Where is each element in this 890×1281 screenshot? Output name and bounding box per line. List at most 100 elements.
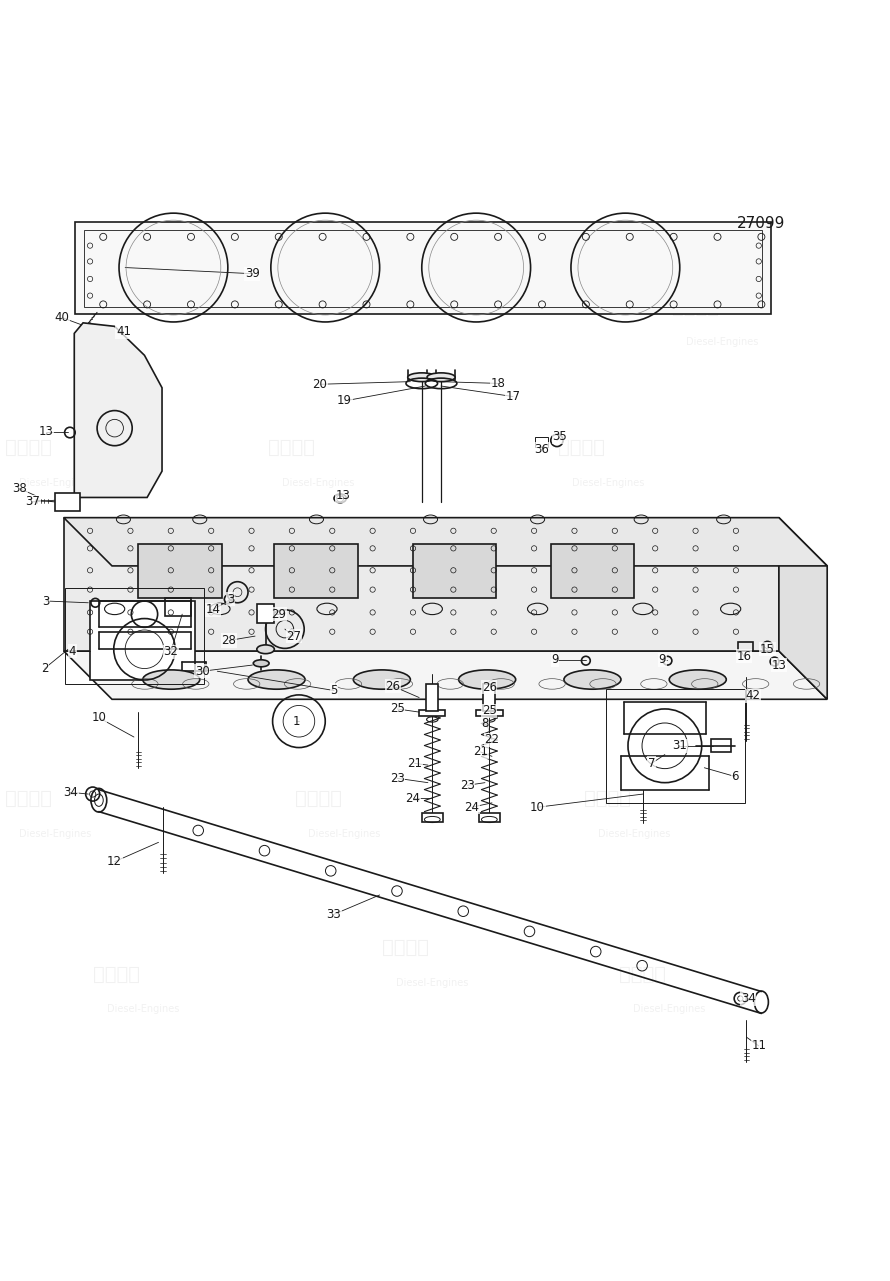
- Text: 紫发动力: 紫发动力: [383, 938, 430, 957]
- Text: 13: 13: [772, 658, 787, 671]
- Text: Diesel-Engines: Diesel-Engines: [308, 829, 381, 839]
- Text: 17: 17: [506, 389, 521, 404]
- Text: 紫发动力: 紫发动力: [619, 965, 667, 984]
- Text: 42: 42: [745, 689, 760, 702]
- Text: 31: 31: [672, 739, 687, 752]
- Text: 24: 24: [406, 792, 420, 804]
- Text: 15: 15: [760, 643, 775, 656]
- Bar: [84, 229, 762, 307]
- Text: 37: 37: [26, 496, 40, 509]
- Text: 1: 1: [293, 715, 300, 728]
- Ellipse shape: [564, 670, 621, 689]
- Polygon shape: [64, 518, 827, 566]
- Ellipse shape: [353, 670, 410, 689]
- Text: 19: 19: [337, 395, 352, 407]
- Text: 10: 10: [92, 711, 106, 724]
- Polygon shape: [779, 518, 827, 699]
- Text: 33: 33: [327, 908, 342, 921]
- Bar: [476, 710, 503, 716]
- Bar: [55, 493, 79, 511]
- Text: Diesel-Engines: Diesel-Engines: [396, 977, 468, 988]
- Text: 26: 26: [481, 680, 497, 693]
- Text: 2: 2: [41, 662, 48, 675]
- Bar: [257, 603, 274, 623]
- Text: 紫发动力: 紫发动力: [558, 438, 605, 457]
- Text: 紫发动力: 紫发动力: [409, 587, 456, 606]
- Polygon shape: [74, 323, 162, 497]
- Text: 10: 10: [530, 801, 545, 813]
- Text: 8: 8: [481, 717, 489, 730]
- Bar: [738, 642, 754, 651]
- Ellipse shape: [94, 794, 103, 806]
- Ellipse shape: [257, 644, 274, 653]
- Text: 25: 25: [390, 702, 405, 716]
- Text: 34: 34: [740, 991, 756, 1006]
- Text: 20: 20: [312, 378, 328, 391]
- Bar: [551, 544, 635, 598]
- Ellipse shape: [669, 670, 726, 689]
- Bar: [90, 601, 196, 680]
- Text: 9: 9: [552, 653, 559, 666]
- Text: 11: 11: [751, 1039, 766, 1053]
- Text: 27099: 27099: [737, 216, 786, 231]
- Bar: [66, 588, 204, 684]
- Text: 32: 32: [164, 646, 178, 658]
- Text: 紫发动力: 紫发动力: [646, 587, 692, 606]
- Text: 3: 3: [227, 593, 234, 606]
- Text: 23: 23: [460, 779, 475, 792]
- Text: 6: 6: [732, 770, 739, 783]
- Bar: [138, 544, 222, 598]
- Polygon shape: [64, 518, 779, 651]
- Text: Diesel-Engines: Diesel-Engines: [598, 829, 670, 839]
- Text: 36: 36: [535, 443, 549, 456]
- Text: 4: 4: [69, 644, 77, 657]
- Ellipse shape: [427, 373, 455, 382]
- Text: Diesel-Engines: Diesel-Engines: [685, 337, 758, 347]
- Ellipse shape: [458, 670, 515, 689]
- Bar: [274, 544, 358, 598]
- Text: 40: 40: [54, 311, 69, 324]
- Text: 紫发动力: 紫发动力: [585, 789, 631, 808]
- Text: 7: 7: [648, 757, 655, 770]
- Text: 18: 18: [490, 377, 506, 389]
- Text: Diesel-Engines: Diesel-Engines: [633, 1004, 706, 1015]
- Text: 23: 23: [390, 771, 405, 785]
- Text: 21: 21: [473, 746, 488, 758]
- Ellipse shape: [142, 670, 199, 689]
- Text: 26: 26: [385, 680, 400, 693]
- Text: 16: 16: [736, 649, 751, 662]
- Text: 35: 35: [552, 430, 567, 443]
- Text: 紫发动力: 紫发动力: [93, 965, 140, 984]
- Text: Diesel-Engines: Diesel-Engines: [659, 626, 732, 637]
- Bar: [419, 710, 446, 716]
- Text: 13: 13: [39, 425, 53, 438]
- Polygon shape: [64, 651, 827, 699]
- Text: Diesel-Engines: Diesel-Engines: [484, 302, 556, 313]
- Text: 5: 5: [330, 684, 337, 697]
- Text: Diesel-Engines: Diesel-Engines: [19, 478, 91, 488]
- Text: 14: 14: [206, 603, 221, 616]
- Bar: [535, 437, 548, 447]
- Text: 30: 30: [195, 665, 210, 678]
- Text: 9: 9: [659, 653, 666, 666]
- Text: Diesel-Engines: Diesel-Engines: [423, 626, 495, 637]
- Text: 24: 24: [465, 801, 480, 813]
- Ellipse shape: [408, 373, 436, 382]
- Text: 紫发动力: 紫发动力: [119, 614, 166, 633]
- Bar: [413, 544, 497, 598]
- Text: 紫发动力: 紫发动力: [672, 297, 719, 316]
- Text: 12: 12: [107, 856, 122, 869]
- Text: Diesel-Engines: Diesel-Engines: [19, 829, 91, 839]
- Text: 22: 22: [484, 733, 499, 746]
- Text: 25: 25: [481, 705, 497, 717]
- Text: 29: 29: [271, 607, 287, 621]
- Text: Diesel-Engines: Diesel-Engines: [107, 1004, 179, 1015]
- Bar: [165, 598, 191, 616]
- Text: Diesel-Engines: Diesel-Engines: [282, 478, 354, 488]
- Bar: [606, 689, 745, 803]
- Text: 39: 39: [245, 268, 260, 281]
- Text: 紫发动力: 紫发动力: [5, 438, 53, 457]
- Text: 41: 41: [116, 325, 131, 338]
- Ellipse shape: [254, 660, 269, 667]
- Bar: [422, 813, 443, 822]
